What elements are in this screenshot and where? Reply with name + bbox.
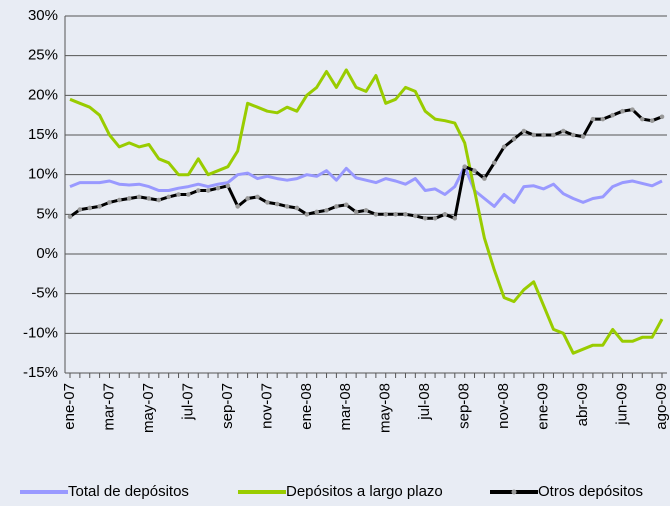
series-marker (235, 204, 241, 209)
series-marker (590, 116, 596, 122)
series-marker (156, 197, 162, 203)
series-marker (383, 212, 389, 217)
series-line (69, 68, 664, 355)
series-line (69, 165, 663, 208)
series-marker (531, 132, 537, 138)
series-marker (215, 185, 221, 191)
legend-label: Depósitos a largo plazo (286, 483, 443, 500)
series-marker (511, 136, 517, 142)
series-marker (659, 114, 665, 120)
series-marker (403, 212, 408, 217)
y-tick-label: 20% (28, 86, 58, 103)
x-tick-label: nov-07 (258, 383, 275, 429)
series-marker (501, 144, 507, 150)
x-tick-label: abr-09 (574, 383, 591, 426)
series-marker (600, 116, 606, 122)
series-marker (97, 204, 102, 209)
series-marker (610, 112, 615, 118)
series-marker (422, 216, 428, 221)
series-marker (294, 205, 300, 211)
series-marker (117, 197, 122, 203)
x-tick-label: ene-08 (298, 383, 315, 430)
series-marker (146, 196, 152, 201)
series-marker (472, 168, 477, 173)
series-marker (432, 216, 438, 221)
x-tick-label: jul-07 (179, 383, 196, 421)
x-tick-label: may-08 (377, 383, 394, 433)
series-marker (176, 192, 181, 197)
series-marker (541, 132, 546, 138)
series-marker (107, 200, 112, 205)
series-marker (353, 209, 359, 215)
y-tick-label: 30% (28, 7, 58, 24)
series-marker (649, 118, 655, 124)
series-marker (620, 108, 625, 114)
y-tick-label: 25% (28, 47, 58, 64)
series-marker (166, 194, 171, 200)
series-marker (639, 116, 645, 122)
x-tick-label: sep-08 (456, 383, 473, 429)
series-marker (195, 188, 201, 193)
x-tick-label: ene-07 (61, 383, 78, 430)
series-marker (561, 128, 566, 134)
series-marker (205, 188, 211, 193)
series-marker (521, 128, 527, 134)
x-tick-label: mar-07 (100, 383, 117, 431)
y-tick-label: 5% (36, 205, 58, 222)
y-tick-label: 0% (36, 245, 58, 262)
series-marker (284, 204, 290, 209)
series-marker (491, 160, 497, 166)
y-tick-label: -5% (31, 285, 58, 302)
legend-marker (511, 489, 517, 495)
y-tick-label: -10% (23, 324, 58, 341)
series-marker (77, 207, 83, 212)
x-tick-label: jun-09 (614, 383, 631, 426)
series-marker (265, 200, 270, 205)
series-marker (136, 194, 142, 200)
series-marker (126, 196, 132, 201)
series-marker (324, 208, 329, 213)
series-marker (580, 134, 586, 139)
series-marker (255, 194, 260, 200)
series-marker (304, 212, 310, 217)
series-marker (87, 205, 93, 211)
x-tick-label: mar-08 (337, 383, 354, 431)
x-tick-label: may-07 (140, 383, 157, 433)
x-tick-label: sep-07 (219, 383, 236, 429)
y-tick-label: -15% (23, 364, 58, 381)
series-marker (570, 132, 576, 138)
series-marker (67, 214, 73, 220)
series-marker (245, 196, 250, 201)
legend-label: Total de depósitos (68, 483, 189, 500)
y-tick-label: 10% (28, 166, 58, 183)
series-marker (373, 212, 379, 217)
series-marker (393, 212, 398, 217)
series-marker (630, 107, 635, 112)
series-marker (274, 201, 280, 207)
y-tick-label: 15% (28, 126, 58, 143)
series-marker (551, 132, 556, 138)
series-marker (462, 164, 467, 170)
series-marker (186, 192, 191, 197)
series-marker (413, 213, 418, 219)
series-marker (334, 204, 339, 209)
x-tick-label: ago-09 (653, 383, 670, 430)
series-marker (442, 212, 448, 217)
series-marker (225, 183, 231, 189)
series-marker (452, 216, 458, 221)
legend-label: Otros depósitos (538, 483, 643, 500)
x-tick-label: nov-08 (495, 383, 512, 429)
series-marker (482, 176, 487, 181)
series-marker (314, 209, 319, 215)
series-marker (343, 202, 349, 208)
x-tick-label: jul-08 (416, 383, 433, 421)
x-tick-label: ene-09 (535, 383, 552, 430)
series-marker (363, 208, 369, 213)
